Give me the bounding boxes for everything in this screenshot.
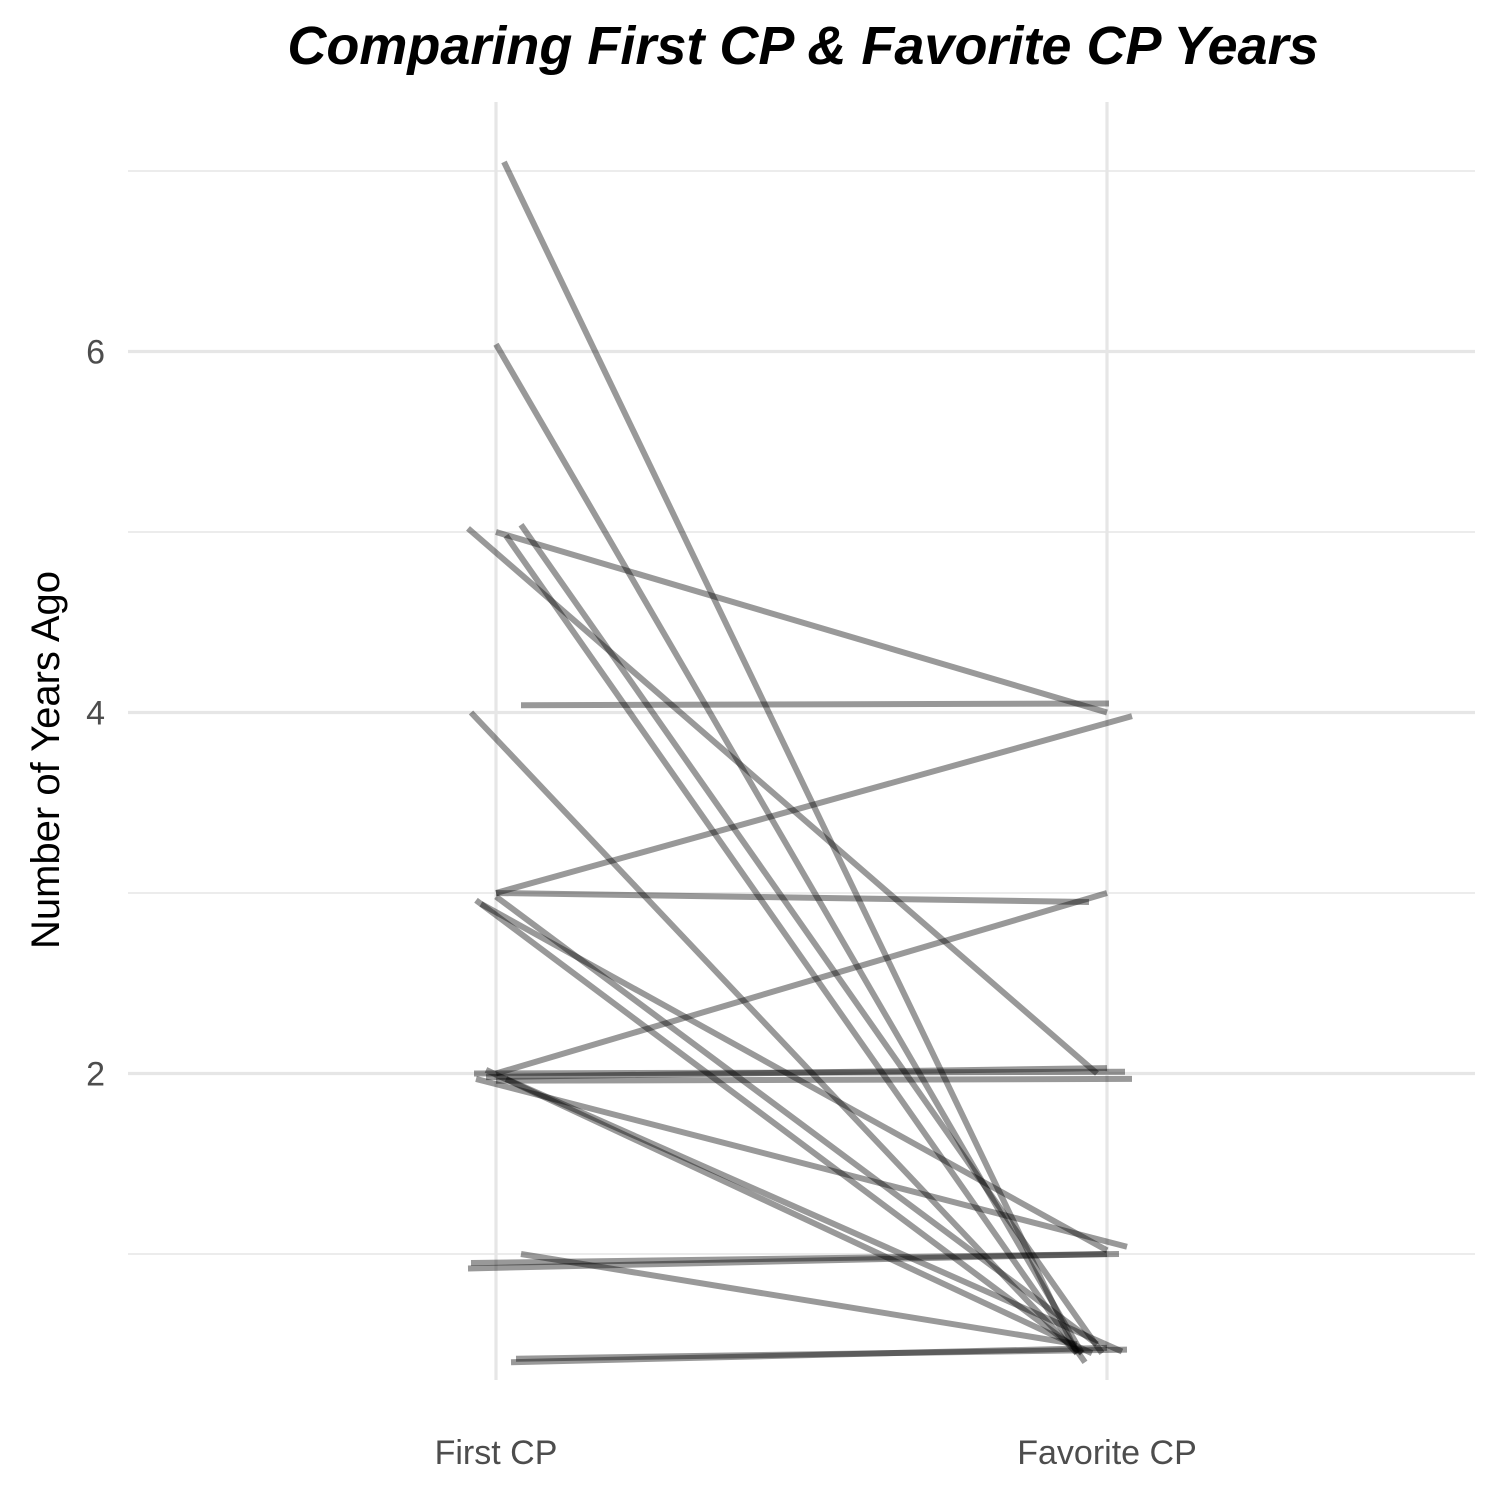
series-line-1 <box>493 342 1085 1355</box>
series-line-8 <box>495 713 1133 896</box>
series-line-10 <box>474 897 1084 1356</box>
series-line-21 <box>467 1251 1108 1272</box>
series-line-14 <box>485 1065 1108 1081</box>
series-line-11 <box>494 894 1099 1347</box>
y-tick-label-1: 4 <box>86 695 105 733</box>
series-line-22 <box>520 1251 1078 1348</box>
series-line-0 <box>501 160 1080 1355</box>
series-line-16 <box>495 890 1108 1077</box>
series-line-2 <box>466 526 1099 1076</box>
series-line-23 <box>510 1344 1108 1366</box>
series-line-3 <box>518 523 1105 1355</box>
series-line-9 <box>495 890 1090 906</box>
series-line-4 <box>503 533 1088 1365</box>
grid <box>128 102 1475 1380</box>
series-lines <box>466 160 1133 1366</box>
x-tick-label-1: Favorite CP <box>1017 1434 1197 1472</box>
series-line-5 <box>495 529 1108 716</box>
y-axis-label: Number of Years Ago <box>24 571 68 949</box>
series-line-19 <box>504 1076 1124 1355</box>
series-line-12 <box>479 901 1109 1254</box>
y-tick-label-2: 6 <box>86 334 105 372</box>
series-line-6 <box>520 700 1110 709</box>
series-line-7 <box>468 710 1080 1356</box>
series-line-20 <box>470 1251 1120 1267</box>
x-tick-labels: First CP Favorite CP <box>435 1434 1197 1472</box>
series-line-15 <box>495 1075 1133 1084</box>
series-line-13 <box>473 1068 1126 1077</box>
series-line-17 <box>484 1067 1094 1356</box>
chart-title: Comparing First CP & Favorite CP Years <box>287 16 1318 76</box>
y-tick-label-0: 2 <box>86 1056 105 1094</box>
series-line-18 <box>475 1076 1128 1250</box>
x-tick-label-0: First CP <box>435 1434 558 1472</box>
y-tick-labels: 2 4 6 <box>86 334 105 1094</box>
series-line-24 <box>515 1346 1128 1362</box>
